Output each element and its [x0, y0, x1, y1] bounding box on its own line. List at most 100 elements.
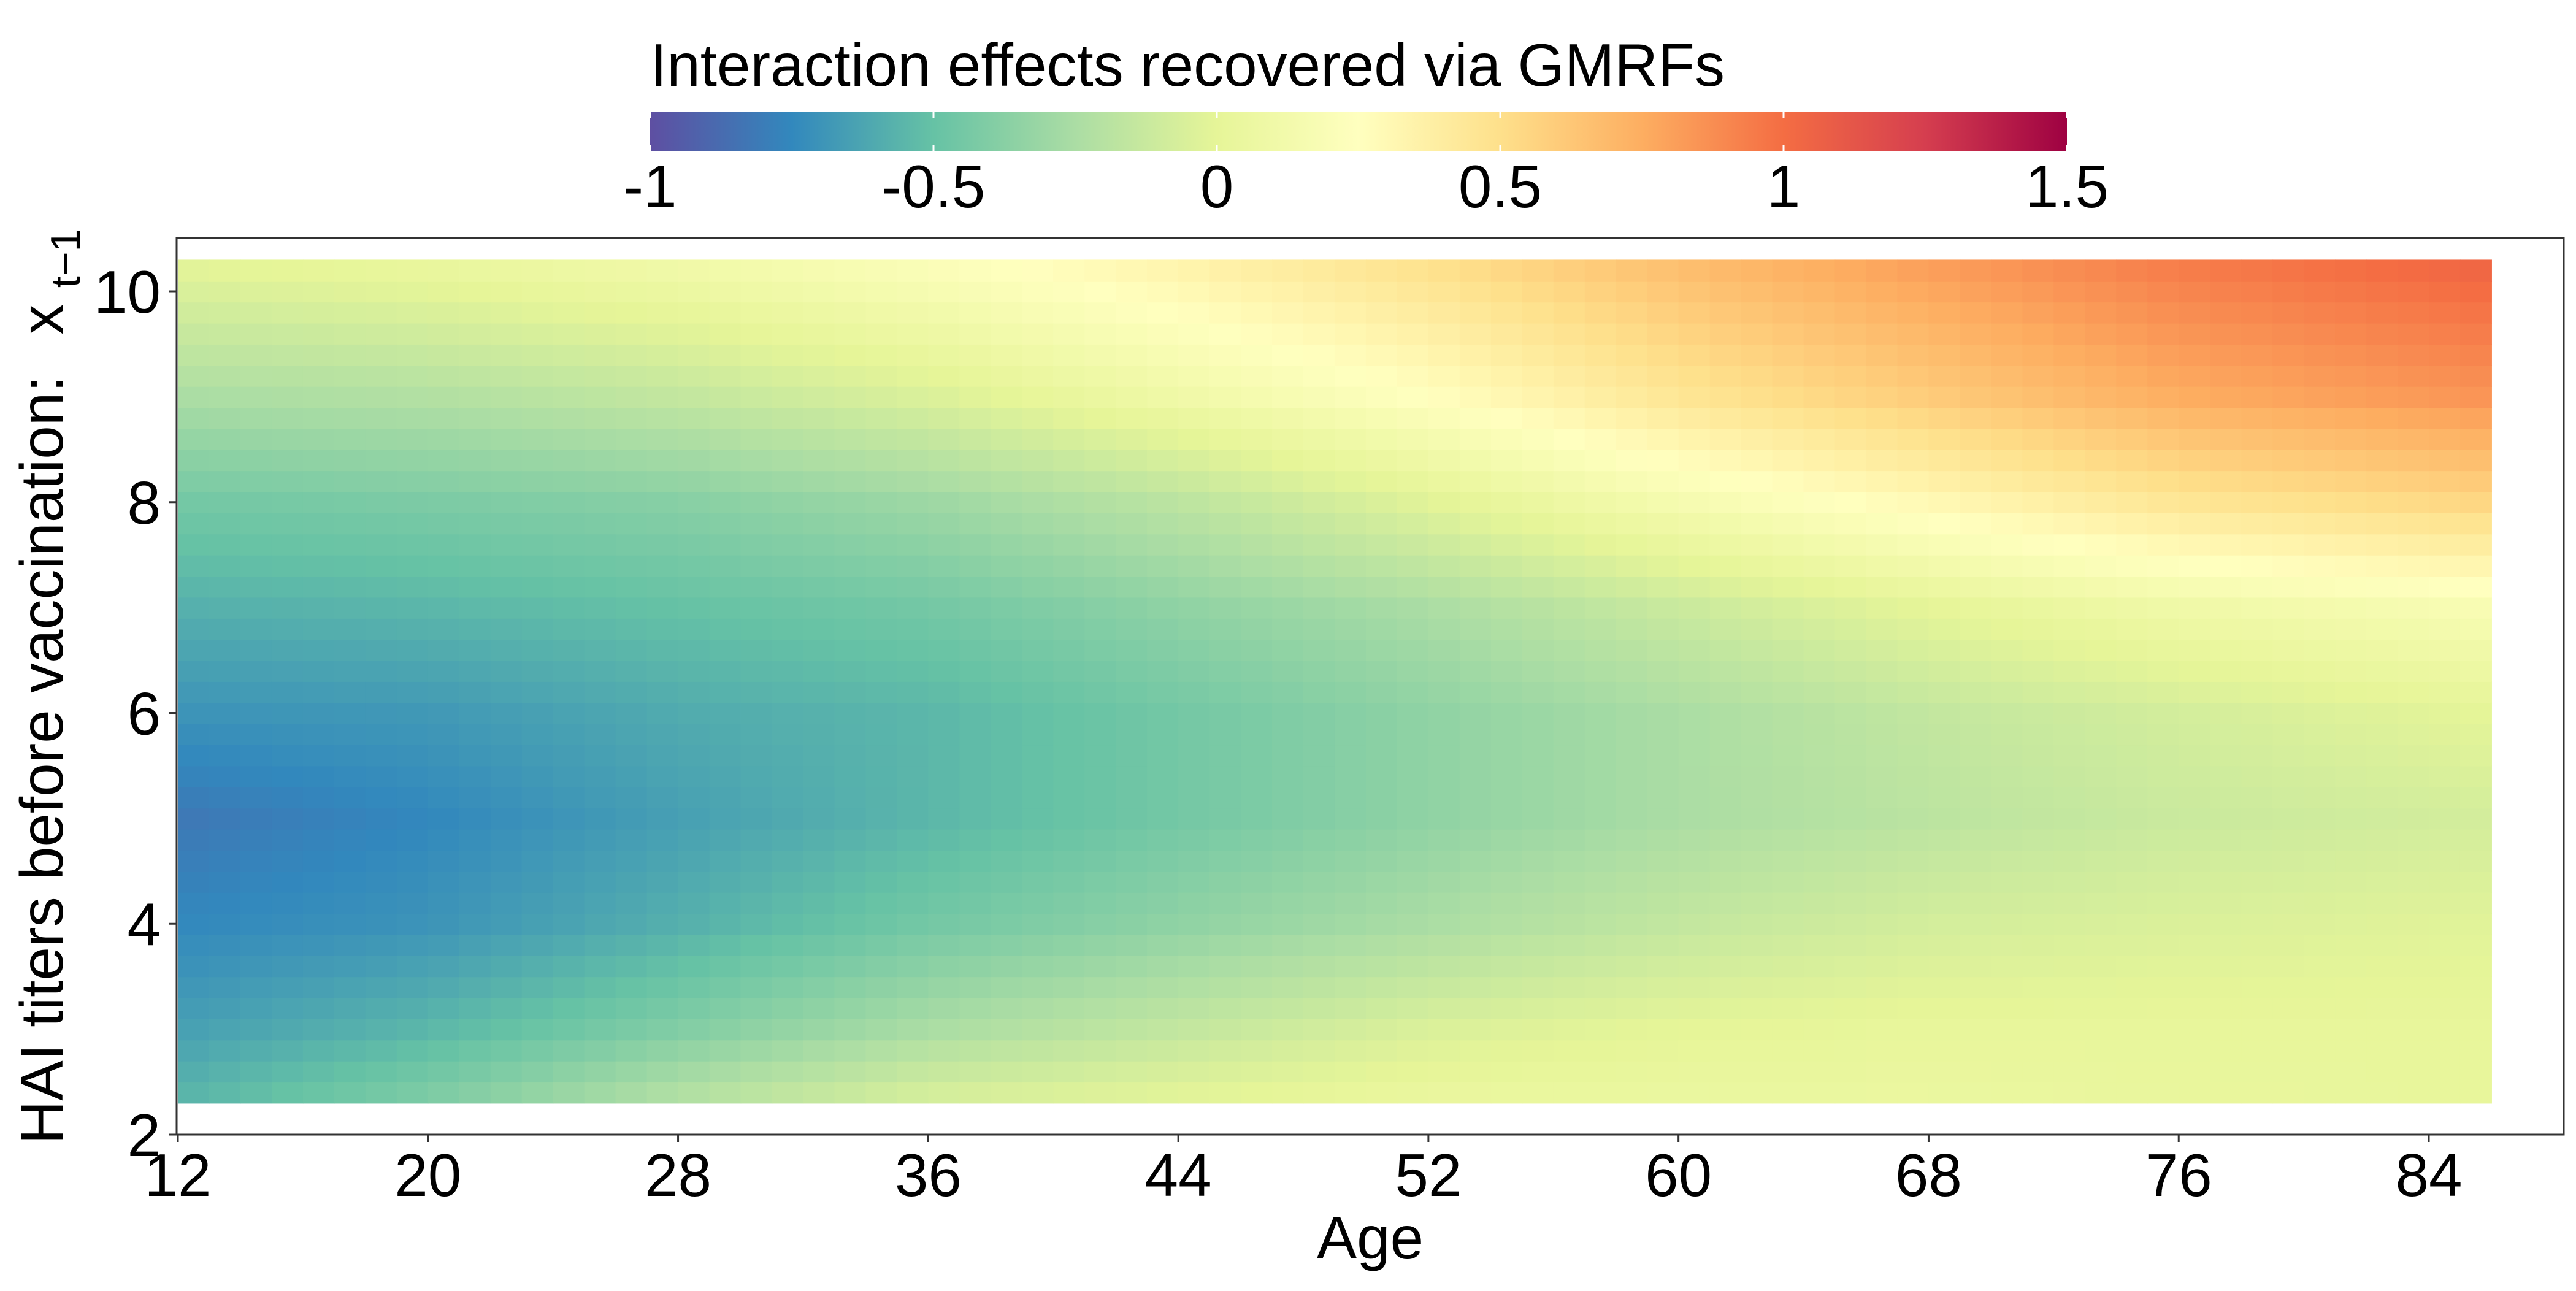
heatmap-cell [271, 554, 304, 577]
heatmap-cell [928, 428, 960, 450]
heatmap-cell [271, 1082, 304, 1104]
heatmap-cell [1834, 660, 1867, 682]
heatmap-cell [1647, 280, 1679, 303]
heatmap-cell [2335, 660, 2367, 682]
heatmap-cell [2366, 913, 2399, 935]
heatmap-cell [521, 1018, 554, 1041]
heatmap-cell [803, 786, 835, 809]
heatmap-cell [928, 302, 960, 324]
heatmap-cell [928, 829, 960, 851]
heatmap-cell [1428, 639, 1460, 661]
heatmap-cell [1147, 1082, 1179, 1104]
heatmap-cell [1928, 491, 1961, 513]
heatmap-cell [1803, 302, 1836, 324]
heatmap-cell [490, 428, 523, 450]
heatmap-cell [1116, 871, 1148, 893]
heatmap-cell [897, 491, 929, 513]
heatmap-cell [1084, 512, 1117, 535]
heatmap-cell [740, 765, 773, 787]
heatmap-cell [2459, 428, 2492, 450]
heatmap-cell [1178, 534, 1211, 556]
heatmap-cell [678, 639, 710, 661]
heatmap-cell [1241, 302, 1273, 324]
heatmap-cell [334, 639, 366, 661]
heatmap-cell [678, 786, 710, 809]
heatmap-cell [2304, 618, 2336, 640]
heatmap-cell [2398, 829, 2429, 851]
heatmap-cell [1647, 576, 1679, 598]
heatmap-cell [2179, 871, 2211, 893]
heatmap-cell [365, 512, 397, 535]
heatmap-cell [1241, 997, 1273, 1019]
heatmap-cell [1334, 934, 1367, 956]
heatmap-cell [991, 871, 1023, 893]
heatmap-cell [2398, 470, 2429, 492]
heatmap-cell [2053, 786, 2086, 809]
heatmap-cell [2335, 365, 2367, 387]
heatmap-cell [1741, 302, 1773, 324]
heatmap-cell [1928, 955, 1961, 978]
heatmap-cell [1428, 765, 1460, 787]
heatmap-cell [1428, 702, 1460, 724]
heatmap-cell [1522, 386, 1554, 408]
heatmap-cell [1303, 407, 1335, 429]
heatmap-cell [2147, 576, 2180, 598]
heatmap-cell [2053, 723, 2086, 746]
heatmap-cell [1116, 470, 1148, 492]
heatmap-cell [2022, 702, 2055, 724]
heatmap-cell [2398, 491, 2429, 513]
heatmap-cell [1647, 871, 1679, 893]
heatmap-cell [1647, 1082, 1679, 1104]
heatmap-cell [427, 765, 460, 787]
heatmap-cell [1772, 323, 1804, 345]
heatmap-cell [1365, 849, 1398, 872]
heatmap-cell [1428, 829, 1460, 851]
heatmap-cell [2241, 1060, 2274, 1083]
heatmap-cell [1053, 597, 1086, 619]
heatmap-cell [865, 765, 898, 787]
heatmap-cell [2053, 259, 2086, 282]
heatmap-cell [865, 343, 898, 366]
heatmap-cell [1053, 681, 1086, 703]
heatmap-cell [490, 576, 523, 598]
heatmap-cell [897, 449, 929, 472]
heatmap-cell [1960, 449, 1992, 472]
heatmap-cell [1803, 259, 1836, 282]
heatmap-cell [1960, 849, 1992, 872]
heatmap-cell [1490, 702, 1523, 724]
heatmap-cell [1084, 280, 1117, 303]
heatmap-cell [615, 1082, 648, 1104]
heatmap-cell [959, 343, 992, 366]
heatmap-cell [1178, 449, 1211, 472]
heatmap-cell [646, 259, 679, 282]
heatmap-cell [959, 1082, 992, 1104]
heatmap-cell [2116, 829, 2149, 851]
heatmap-cell [365, 302, 397, 324]
heatmap-cell [2085, 576, 2117, 598]
heatmap-cell [2179, 808, 2211, 830]
heatmap-cell [1209, 512, 1242, 535]
heatmap-cell [615, 934, 648, 956]
heatmap-cell [2272, 491, 2305, 513]
heatmap-cell [1303, 892, 1335, 914]
heatmap-cell [2366, 512, 2399, 535]
heatmap-cell [1084, 681, 1117, 703]
heatmap-cell [1272, 955, 1304, 978]
heatmap-cell [2053, 576, 2086, 598]
heatmap-cell [1928, 407, 1961, 429]
heatmap-cell [740, 512, 773, 535]
heatmap-cell [553, 618, 585, 640]
heatmap-cell [334, 955, 366, 978]
heatmap-cell [427, 745, 460, 767]
heatmap-cell [1709, 449, 1742, 472]
heatmap-cell [1647, 618, 1679, 640]
heatmap-cell [1365, 512, 1398, 535]
heatmap-cell [1616, 702, 1648, 724]
heatmap-cell [1241, 702, 1273, 724]
heatmap-cell [1084, 491, 1117, 513]
heatmap-cell [334, 386, 366, 408]
heatmap-cell [2116, 765, 2149, 787]
heatmap-cell [1459, 660, 1492, 682]
heatmap-cell [396, 829, 429, 851]
heatmap-cell [1459, 428, 1492, 450]
